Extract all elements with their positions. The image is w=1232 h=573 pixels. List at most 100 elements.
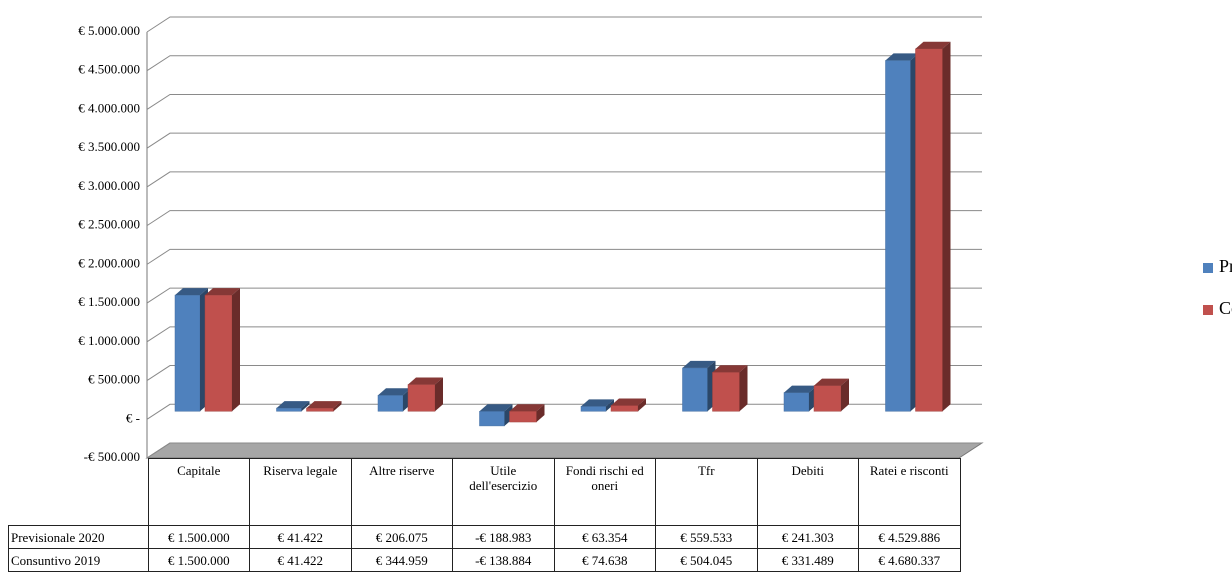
legend-label: Previsionale 2020 — [1219, 256, 1232, 276]
bar — [783, 385, 817, 412]
y-tick-label: € 3.000.000 — [78, 178, 140, 193]
bar — [580, 399, 614, 412]
value-cell: € 241.303 — [756, 525, 859, 549]
legend-swatch — [1203, 263, 1213, 273]
value-cell: € 4.529.886 — [858, 525, 961, 549]
category-label: Altre riserve — [350, 458, 453, 526]
bar-side — [435, 377, 443, 412]
bar-top — [479, 404, 513, 412]
bar-front — [174, 294, 201, 412]
y-tick-label: € 1.000.000 — [78, 333, 140, 348]
bar-front — [407, 384, 436, 412]
bar-side — [536, 404, 545, 423]
bar-top — [509, 404, 545, 412]
y-tick-label: -€ 500.000 — [84, 449, 140, 464]
bar — [407, 377, 443, 412]
bar-front — [813, 385, 842, 412]
bar-top — [915, 41, 951, 49]
value-cell: € 559.533 — [655, 525, 758, 549]
bar — [915, 41, 951, 412]
category-label: Utile dell'esercizio — [452, 458, 555, 526]
bar — [174, 288, 208, 412]
bar-front — [885, 60, 911, 412]
grid-line — [146, 210, 982, 227]
value-cell: € 41.422 — [249, 548, 352, 572]
category-label: Tfr — [655, 458, 758, 526]
y-tick-label: € 5.000.000 — [78, 23, 140, 38]
value-cell: € 1.500.000 — [147, 548, 250, 572]
category-label: Riserva legale — [249, 458, 352, 526]
category-label: Fondi rischi ed oneri — [553, 458, 656, 526]
grid-line — [146, 55, 982, 72]
grid-line — [146, 93, 982, 110]
value-cell: -€ 188.983 — [452, 525, 555, 549]
value-cell: € 1.500.000 — [147, 525, 250, 549]
grid-line — [146, 132, 982, 149]
data-table: Capitale Riserva legale Altre riserve Utile… — [8, 458, 961, 572]
bar-side — [739, 365, 748, 412]
bar-front — [580, 406, 607, 412]
bar — [306, 401, 342, 412]
grid-line — [146, 171, 982, 188]
corner — [9, 459, 149, 526]
legend-label: Consuntivo 2019 — [1219, 298, 1232, 318]
bar-front — [479, 411, 505, 427]
bar-front — [610, 405, 639, 412]
bar-top — [682, 360, 716, 368]
grid-line — [146, 16, 982, 33]
grid-line — [146, 287, 982, 304]
y-tick-label: € 2.000.000 — [78, 255, 140, 270]
value-cell: € 206.075 — [350, 525, 453, 549]
category-label: Capitale — [147, 458, 250, 526]
bar-top — [408, 377, 443, 385]
y-tick-label: € - — [126, 410, 140, 425]
bar-top — [885, 53, 919, 61]
bar-front — [783, 392, 810, 412]
bar-side — [232, 288, 240, 412]
bar-front — [712, 371, 740, 412]
grid-line — [146, 403, 982, 420]
bar — [204, 288, 240, 412]
value-cell: € 4.680.337 — [858, 548, 961, 572]
bar — [509, 404, 545, 423]
bar — [276, 401, 310, 412]
legend-swatch — [1203, 305, 1213, 315]
bar-front — [377, 395, 404, 412]
bar-front — [682, 367, 708, 412]
bar — [479, 404, 513, 427]
bar — [682, 360, 716, 412]
y-tick-label: € 2.500.000 — [78, 217, 140, 232]
bar-top — [276, 401, 310, 409]
y-tick-label: € 4.500.000 — [78, 62, 140, 77]
category-label: Debiti — [756, 458, 859, 526]
bar-top — [205, 288, 240, 296]
row-header: Previsionale 2020 — [8, 525, 149, 549]
bar-side — [841, 378, 849, 412]
grid-line — [146, 326, 982, 343]
bar-front — [204, 294, 233, 412]
bar-top — [611, 398, 646, 406]
y-tick-label: € 3.500.000 — [78, 139, 140, 154]
bar — [610, 398, 646, 412]
bar — [813, 378, 849, 412]
value-cell: € 504.045 — [655, 548, 758, 572]
bar-top — [814, 378, 849, 386]
bar-side — [942, 41, 951, 412]
grid-line — [146, 442, 982, 459]
bar — [712, 365, 748, 412]
bar-side — [301, 401, 310, 412]
bar-top — [175, 288, 208, 296]
value-cell: € 63.354 — [553, 525, 656, 549]
bar-front — [915, 48, 943, 412]
bar-side — [638, 398, 646, 412]
bar — [377, 388, 411, 412]
value-cell: € 41.422 — [249, 525, 352, 549]
floor — [145, 442, 984, 459]
bar-top — [581, 399, 614, 407]
value-cell: € 331.489 — [756, 548, 859, 572]
bar-top — [306, 401, 342, 409]
grid-line — [146, 365, 982, 381]
y-tick-label: € 1.500.000 — [78, 294, 140, 309]
